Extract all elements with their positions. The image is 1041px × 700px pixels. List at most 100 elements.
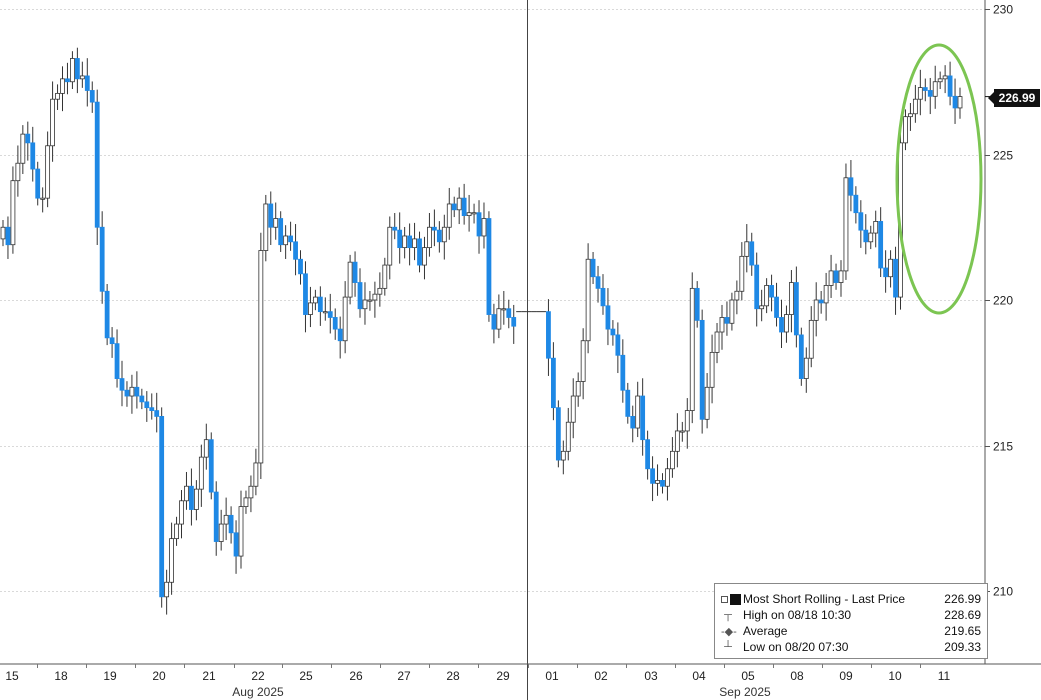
candle-body (709, 351, 715, 388)
candle-62 (308, 286, 313, 328)
candle-body (303, 273, 308, 315)
candle-161 (798, 327, 804, 386)
candle-158 (784, 305, 789, 343)
candle-body (496, 308, 502, 330)
candle-52 (258, 232, 264, 479)
candle-body (620, 354, 626, 391)
candle-body (476, 212, 482, 237)
candle-45 (223, 497, 229, 541)
candle-body (45, 145, 51, 199)
candle-30 (149, 393, 155, 420)
candle-body (570, 395, 576, 423)
candle-183 (908, 102, 913, 131)
candle-body (818, 299, 824, 304)
candle-body (744, 241, 750, 257)
legend-main-value: 226.99 (944, 592, 981, 606)
candle-body (863, 229, 869, 243)
last-price-badge: 226.99 (988, 89, 1040, 107)
candle-body (392, 226, 398, 231)
candle-1 (5, 216, 11, 259)
candle-body (189, 485, 194, 510)
candle-96 (476, 200, 482, 254)
candle-42 (208, 432, 214, 500)
candle-body (352, 261, 358, 283)
candle-body (600, 287, 606, 307)
candle-body (555, 407, 561, 461)
candle-148 (734, 280, 740, 315)
candle-body (749, 241, 755, 266)
legend-collapse-icon[interactable] (721, 593, 743, 605)
candle-body (501, 308, 507, 311)
candle-16 (79, 61, 85, 88)
candle-body (193, 488, 199, 510)
y-tick-label-210: 210 (993, 585, 1013, 599)
candle-body (739, 255, 745, 292)
candle-body (471, 212, 477, 215)
candle-67 (332, 308, 338, 340)
candle-46 (228, 506, 234, 544)
candle-body (342, 296, 348, 342)
candle-5 (25, 121, 31, 161)
candle-body (665, 468, 670, 487)
candle-body (377, 287, 383, 295)
candle-70 (347, 254, 353, 305)
candle-body (784, 314, 789, 333)
candle-77 (382, 257, 388, 296)
candle-135 (670, 437, 675, 478)
candle-163 (808, 306, 814, 368)
candle-8 (40, 187, 46, 213)
candle-body (590, 258, 596, 278)
candle-body (114, 343, 120, 379)
candle-131 (650, 456, 655, 502)
candle-124 (615, 322, 621, 374)
candle-137 (679, 421, 685, 442)
candle-body (327, 311, 333, 318)
highlight-ellipse (895, 43, 983, 315)
x-tick-label-21: 21 (202, 669, 216, 683)
candle-13 (65, 62, 70, 95)
candle-body (947, 75, 953, 97)
candle-body (873, 221, 879, 234)
candle-187 (927, 77, 933, 115)
candle-body (645, 439, 651, 470)
candle-68 (337, 316, 343, 359)
candle-body (25, 133, 31, 144)
x-tick-label-10: 10 (888, 669, 902, 683)
candle-body (382, 264, 388, 289)
candle-25 (124, 381, 130, 407)
candle-body (630, 415, 636, 429)
candle-26 (129, 374, 135, 414)
candle-body (312, 296, 318, 304)
candle-12 (60, 66, 65, 112)
candle-6 (30, 126, 36, 182)
candle-153 (759, 289, 765, 322)
candle-body (560, 450, 566, 461)
legend-row-low: ┴ Low on 08/20 07:30 209.33 (721, 639, 981, 655)
candle-20 (99, 211, 105, 304)
low-marker-icon: ┴ (724, 641, 732, 653)
candle-166 (823, 272, 829, 321)
candle-body (466, 212, 472, 217)
candle-body (332, 317, 338, 330)
candle-31 (154, 392, 160, 433)
candle-body (615, 334, 621, 356)
candle-58 (288, 221, 293, 251)
candle-179 (888, 250, 893, 288)
candle-body (347, 261, 353, 298)
x-tick-label-22: 22 (251, 669, 265, 683)
candle-body (337, 328, 343, 342)
candle-125 (620, 339, 626, 403)
candle-121 (600, 274, 606, 315)
candle-layer (0, 47, 963, 615)
candle-body (754, 264, 760, 310)
candle-149 (739, 242, 745, 301)
candle-132 (655, 464, 660, 496)
candle-body (650, 468, 655, 484)
candle-118 (585, 243, 591, 354)
candle-body (89, 90, 95, 103)
legend-low-value: 209.33 (944, 640, 981, 654)
candle-169 (838, 260, 844, 297)
candle-body (124, 389, 130, 397)
x-tick-label-11: 11 (938, 669, 951, 683)
candle-75 (372, 281, 378, 318)
